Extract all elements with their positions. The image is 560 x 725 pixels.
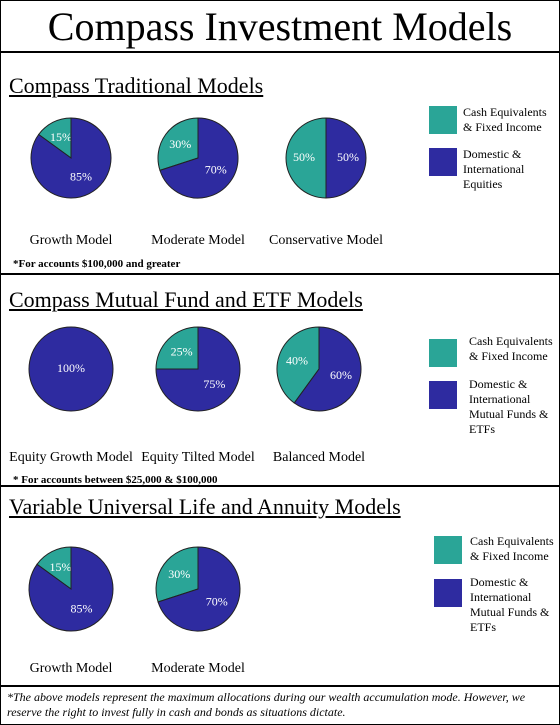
- value-label: 50%: [293, 150, 315, 164]
- legend-swatch: [434, 536, 462, 564]
- note: * For accounts between $25,000 & $100,00…: [13, 474, 218, 486]
- legend-label: Domestic & International Equities: [463, 147, 525, 191]
- page-title: Compass Investment Models: [47, 4, 513, 49]
- legend-label: Cash Equivalents & Fixed Income: [469, 334, 553, 363]
- pie-slice: [155, 546, 199, 603]
- chart-title: Moderate Model: [151, 233, 245, 248]
- pie-slice: [155, 326, 199, 370]
- section-heading: Variable Universal Life and Annuity Mode…: [9, 494, 401, 519]
- pie-slice: [157, 546, 241, 632]
- pie-chart: 50% 50%: [285, 117, 367, 199]
- legend-label: Domestic & International Mutual Funds & …: [469, 377, 549, 436]
- chart-title: Growth Model: [29, 233, 113, 248]
- pie-chart: 30% 70%: [155, 546, 241, 632]
- pie-chart: 15% 85%: [30, 117, 112, 199]
- pie-chart: 15% 85%: [28, 546, 114, 632]
- legend-label: Cash Equivalents & Fixed Income: [470, 534, 554, 563]
- value-label: 70%: [205, 163, 227, 177]
- legend-swatch: [434, 579, 462, 607]
- legend-swatch: [429, 381, 457, 409]
- value-label: 85%: [70, 169, 92, 183]
- pie-slice: [276, 326, 320, 404]
- value-label: 25%: [171, 344, 193, 358]
- value-label: 15%: [50, 130, 72, 144]
- chart-title: Conservative Model: [269, 233, 383, 248]
- chart-title: Moderate Model: [151, 661, 245, 676]
- legend-swatch: [429, 339, 457, 367]
- pie-slice: [293, 326, 362, 412]
- pie-slice: [155, 326, 241, 412]
- chart-title: Equity Growth Model: [9, 450, 133, 465]
- chart-title: Growth Model: [29, 661, 113, 676]
- pie-slice: [30, 117, 112, 199]
- value-label: 85%: [70, 601, 92, 615]
- pie-slice: [285, 117, 327, 199]
- legend-label: Cash Equivalents & Fixed Income: [463, 105, 547, 134]
- value-label: 30%: [168, 567, 190, 581]
- pie-chart: 40% 60%: [276, 326, 362, 412]
- value-label: 50%: [337, 150, 359, 164]
- pie-slice: [157, 117, 199, 171]
- note: *For accounts $100,000 and greater: [13, 258, 181, 270]
- value-label: 40%: [286, 354, 308, 368]
- value-label: 70%: [206, 594, 228, 608]
- legend-label: Domestic & International Mutual Funds & …: [470, 575, 550, 634]
- legend-swatch: [429, 148, 457, 176]
- chart-title: Equity Tilted Model: [141, 450, 255, 465]
- pie-chart: 30% 70%: [157, 117, 239, 199]
- pie-slice: [28, 326, 114, 412]
- pie-chart: 100%: [28, 326, 114, 412]
- value-label: 60%: [330, 368, 352, 382]
- value-label: 30%: [169, 137, 191, 151]
- value-label: 100%: [57, 361, 85, 375]
- pie-slice: [325, 117, 367, 199]
- pie-chart: 25% 75%: [155, 326, 241, 412]
- section-heading: Compass Mutual Fund and ETF Models: [9, 287, 363, 312]
- value-label: 75%: [203, 377, 225, 391]
- pie-slice: [159, 117, 239, 199]
- value-label: 15%: [50, 560, 72, 574]
- divider: [1, 485, 559, 487]
- footnote: *The above models represent the maximum …: [7, 690, 526, 719]
- legend-swatch: [429, 106, 457, 134]
- divider: [1, 51, 559, 53]
- section-heading: Compass Traditional Models: [9, 73, 264, 98]
- divider: [1, 685, 559, 687]
- pie-slice: [28, 546, 114, 632]
- divider: [1, 273, 559, 275]
- chart-title: Balanced Model: [272, 450, 366, 465]
